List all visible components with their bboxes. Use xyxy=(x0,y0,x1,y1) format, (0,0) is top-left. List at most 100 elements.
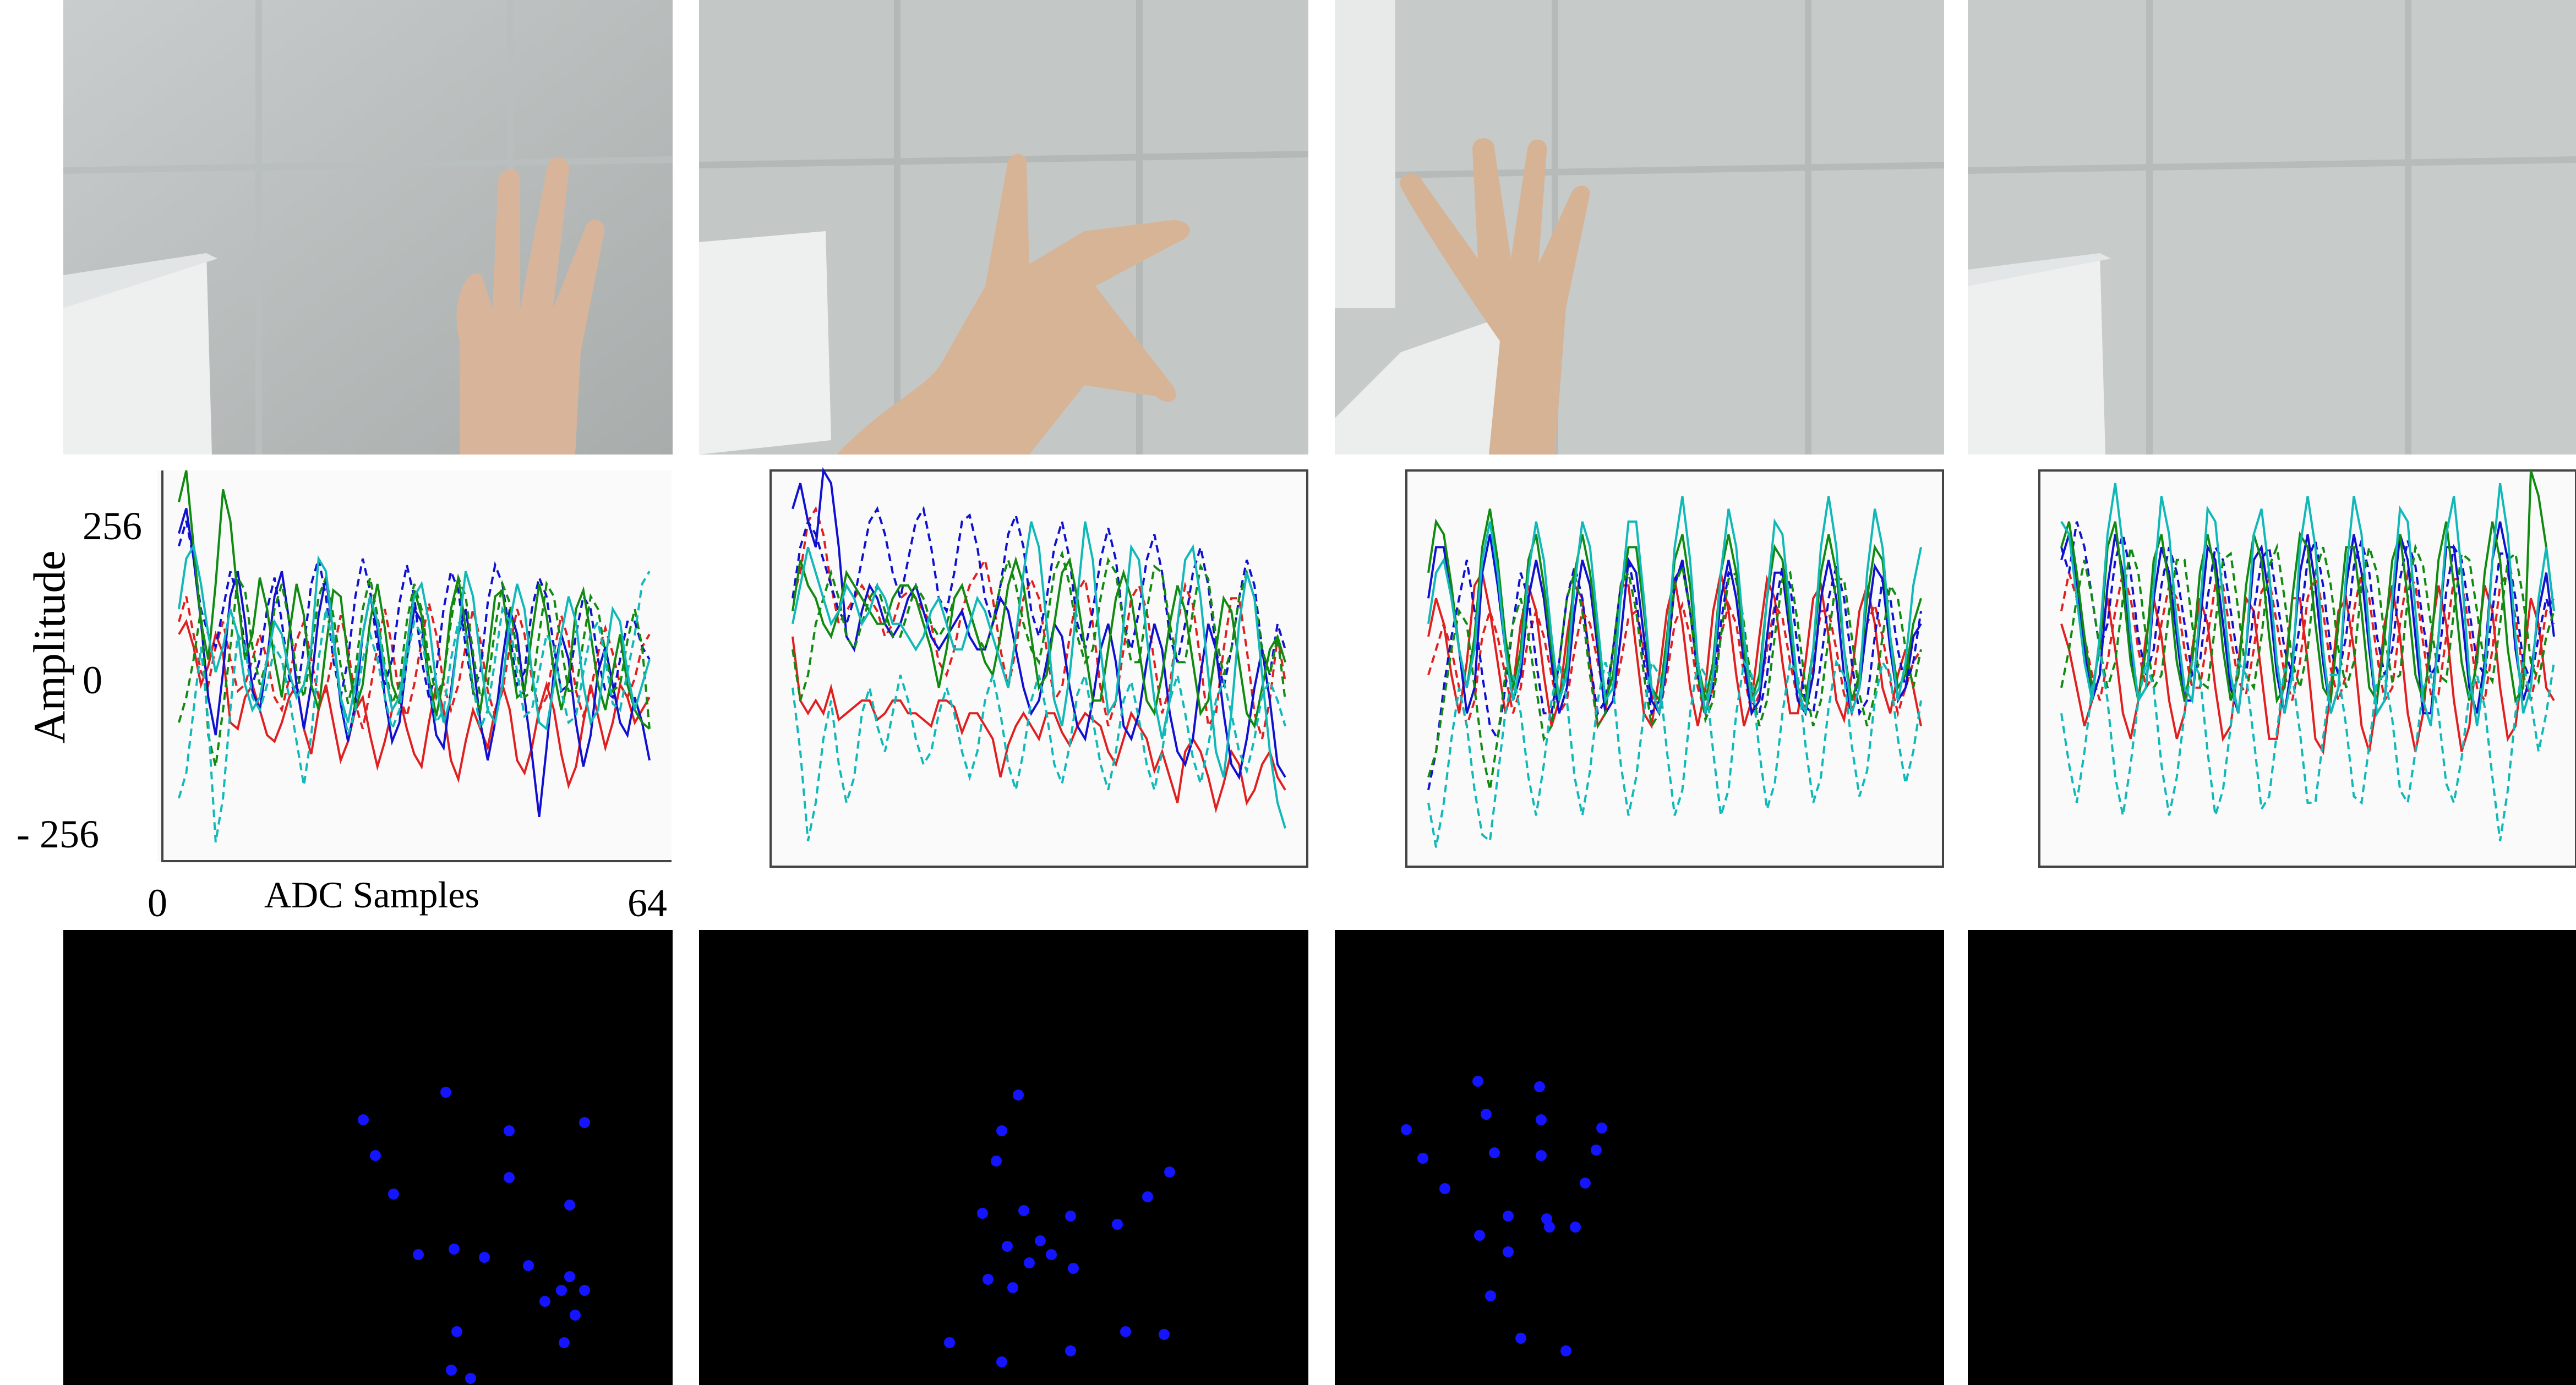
keypoint-8 xyxy=(413,1249,424,1260)
keypoint-17 xyxy=(559,1337,570,1348)
keypoint-16 xyxy=(1570,1222,1581,1233)
keypoint-7 xyxy=(564,1200,575,1211)
x-axis-label: ADC Samples xyxy=(264,874,479,916)
keypoint-0 xyxy=(1472,1076,1483,1087)
series-line-5 xyxy=(178,573,651,767)
series-line-0 xyxy=(792,636,1286,814)
adc-plot-2 xyxy=(769,467,1308,869)
series-line-7 xyxy=(1427,659,1922,848)
series-line-7 xyxy=(792,671,1286,841)
keypoints-panel-1 xyxy=(63,930,673,1385)
keypoint-11 xyxy=(523,1260,534,1271)
keypoint-2 xyxy=(991,1156,1002,1167)
keypoint-5 xyxy=(1596,1123,1607,1134)
keypoint-8 xyxy=(1112,1219,1123,1230)
keypoint-6 xyxy=(1018,1205,1029,1216)
keypoint-17 xyxy=(1503,1246,1514,1257)
keypoint-14 xyxy=(556,1285,567,1296)
hand-keypoints xyxy=(1401,1076,1607,1356)
adc-plot-4 xyxy=(2038,469,2576,869)
series-line-7 xyxy=(178,571,651,842)
x-tick-0: 0 xyxy=(148,881,167,925)
keypoint-15 xyxy=(539,1296,550,1307)
keypoint-4 xyxy=(1401,1124,1412,1135)
keypoint-20 xyxy=(996,1356,1007,1367)
series-line-6 xyxy=(178,543,651,731)
keypoint-14 xyxy=(983,1274,994,1285)
keypoint-2 xyxy=(504,1125,515,1136)
keypoint-12 xyxy=(1024,1257,1035,1268)
adc-plot-1 xyxy=(63,470,673,869)
keypoint-19 xyxy=(1515,1333,1526,1344)
keypoint-20 xyxy=(465,1373,476,1384)
y-tick-256: 256 xyxy=(83,504,142,548)
keypoint-9 xyxy=(449,1244,460,1255)
keypoint-3 xyxy=(579,1117,590,1128)
keypoint-10 xyxy=(479,1252,490,1263)
keypoint-10 xyxy=(1439,1183,1450,1194)
x-tick-64: 64 xyxy=(627,881,667,925)
keypoints-panel-4 xyxy=(1968,930,2576,1385)
series-line-6 xyxy=(792,521,1286,829)
keypoint-7 xyxy=(1065,1211,1076,1222)
series-line-0 xyxy=(2060,585,2555,756)
keypoint-5 xyxy=(977,1208,988,1219)
gesture-photo-1 xyxy=(63,0,673,455)
axis-lines xyxy=(161,470,672,862)
keypoint-9 xyxy=(1002,1241,1013,1252)
keypoint-0 xyxy=(1013,1090,1024,1101)
hand-icon xyxy=(837,154,1190,455)
hand-icon xyxy=(456,157,605,455)
y-axis-label: Amplitude xyxy=(24,550,74,743)
keypoint-16 xyxy=(1120,1326,1131,1337)
keypoint-16 xyxy=(570,1310,581,1321)
series-line-1 xyxy=(2060,570,2555,705)
keypoint-18 xyxy=(451,1326,462,1337)
keypoint-0 xyxy=(440,1087,451,1098)
keypoint-15 xyxy=(1544,1222,1555,1233)
keypoint-13 xyxy=(1068,1263,1079,1274)
gesture-photo-3 xyxy=(1335,0,1944,455)
keypoint-20 xyxy=(1560,1345,1571,1356)
keypoint-1 xyxy=(358,1114,369,1125)
hand-icon xyxy=(1400,138,1590,455)
keypoint-13 xyxy=(1503,1211,1514,1222)
keypoint-19 xyxy=(944,1337,955,1348)
adc-plot-3 xyxy=(1405,469,1944,869)
keypoint-9 xyxy=(1591,1145,1602,1156)
keypoint-14 xyxy=(1474,1230,1485,1241)
series-line-6 xyxy=(2060,483,2555,727)
keypoint-12 xyxy=(564,1271,575,1282)
keypoint-15 xyxy=(1007,1282,1018,1293)
keypoint-18 xyxy=(1485,1290,1496,1301)
keypoint-18 xyxy=(1065,1345,1076,1356)
series-line-5 xyxy=(792,550,1286,701)
keypoint-11 xyxy=(1580,1178,1591,1189)
keypoint-13 xyxy=(579,1285,590,1296)
series-line-4 xyxy=(178,470,651,730)
series-line-5 xyxy=(2060,543,2555,691)
hand-keypoints xyxy=(358,1087,590,1384)
series-line-4 xyxy=(792,556,1286,729)
keypoints-panel-2 xyxy=(699,930,1308,1385)
keypoint-4 xyxy=(1142,1191,1153,1202)
keypoint-2 xyxy=(1481,1109,1492,1120)
keypoint-19 xyxy=(446,1365,457,1376)
keypoint-10 xyxy=(1035,1235,1046,1246)
keypoint-11 xyxy=(1046,1249,1057,1260)
keypoint-6 xyxy=(1417,1153,1428,1164)
keypoint-17 xyxy=(1159,1329,1170,1340)
keypoint-6 xyxy=(504,1172,515,1183)
series-line-1 xyxy=(792,506,1286,740)
keypoint-1 xyxy=(996,1125,1007,1136)
keypoints-panel-3 xyxy=(1335,930,1944,1385)
series-line-1 xyxy=(1427,601,1922,727)
keypoint-1 xyxy=(1534,1081,1545,1092)
keypoint-5 xyxy=(388,1189,399,1200)
y-tick-neg256: - 256 xyxy=(17,812,99,856)
gesture-photo-2 xyxy=(699,0,1308,455)
keypoint-3 xyxy=(1164,1167,1175,1178)
keypoint-7 xyxy=(1489,1147,1500,1158)
hand-keypoints xyxy=(944,1090,1175,1367)
keypoint-8 xyxy=(1536,1150,1547,1161)
